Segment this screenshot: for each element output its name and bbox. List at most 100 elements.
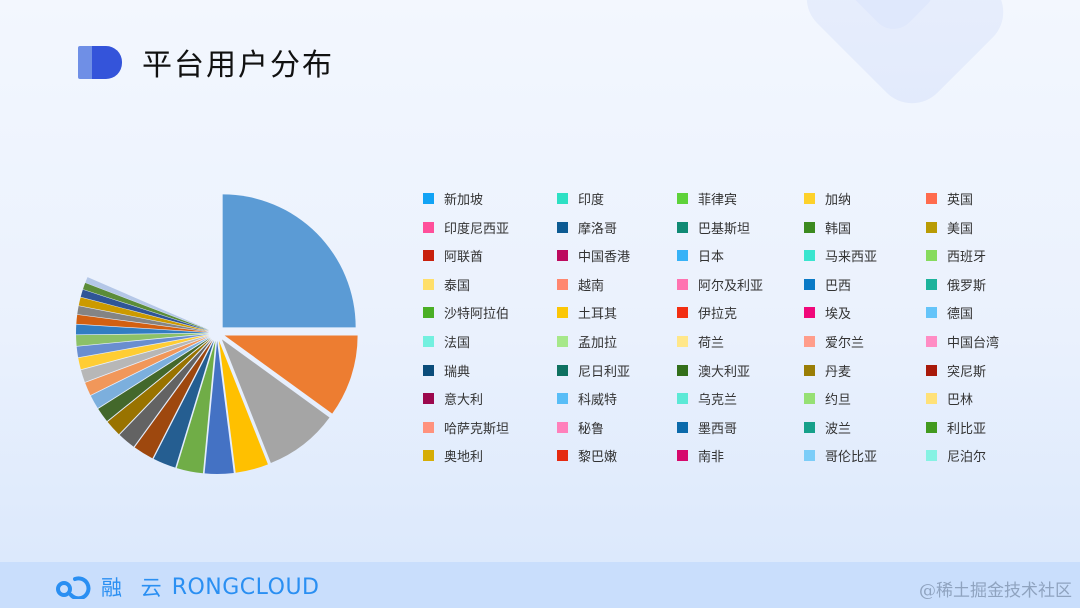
brand-name-cn: 融 云	[101, 576, 168, 600]
pie-slice	[85, 277, 210, 330]
legend-swatch	[557, 278, 568, 290]
legend-swatch	[804, 250, 815, 262]
legend-swatch	[926, 393, 937, 405]
legend-item: 越南	[554, 275, 674, 294]
legend-swatch	[423, 335, 434, 347]
pie-slice	[78, 297, 210, 332]
legend-swatch	[804, 364, 815, 376]
legend-swatch	[423, 221, 434, 233]
legend-item: 美国	[923, 218, 1043, 237]
legend-item: 奥地利	[420, 446, 554, 465]
legend-label: 意大利	[444, 393, 484, 409]
legend-item: 新加坡	[420, 189, 554, 208]
legend-label: 突尼斯	[947, 364, 987, 380]
legend-swatch	[677, 307, 688, 319]
legend-label: 韩国	[825, 221, 852, 237]
legend-label: 澳大利亚	[698, 364, 751, 380]
footer: 融 云 RONGCLOUD @稀土掘金技术社区	[0, 562, 1080, 608]
pie-slice	[221, 339, 330, 463]
pie-slice	[134, 339, 213, 459]
legend-item: 秘鲁	[554, 418, 674, 437]
pie-slice	[119, 339, 212, 447]
legend-swatch	[677, 393, 688, 405]
legend-item: 巴西	[801, 275, 923, 294]
title-logo-icon	[78, 45, 122, 79]
legend-swatch	[926, 278, 937, 290]
legend-item: 印度	[554, 189, 674, 208]
pie-slice	[153, 340, 215, 468]
legend-swatch	[804, 393, 815, 405]
legend-swatch	[423, 393, 434, 405]
legend-item: 日本	[674, 246, 801, 265]
legend-item: 法国	[420, 332, 554, 351]
legend-label: 瑞典	[444, 364, 471, 380]
legend-swatch	[557, 421, 568, 433]
pie-slice	[107, 338, 212, 435]
legend-swatch	[423, 450, 434, 462]
legend-label: 哥伦比亚	[825, 450, 878, 466]
pie-slice	[80, 289, 210, 331]
legend-item: 伊拉克	[674, 303, 801, 322]
legend-swatch	[423, 307, 434, 319]
legend-item: 埃及	[801, 303, 923, 322]
legend-label: 马来西亚	[825, 250, 878, 266]
legend-swatch	[926, 250, 937, 262]
legend-label: 阿联酋	[444, 250, 484, 266]
legend-item: 哥伦比亚	[801, 446, 923, 465]
pie-slice	[76, 334, 210, 358]
pie-slice	[85, 336, 210, 396]
pie-slice	[176, 340, 216, 474]
legend-swatch	[557, 335, 568, 347]
legend-swatch	[804, 307, 815, 319]
page-title: 平台用户分布	[142, 48, 334, 83]
legend-swatch	[804, 421, 815, 433]
rongcloud-logo-icon	[55, 575, 93, 601]
legend-item: 瑞典	[420, 361, 554, 380]
legend-label: 法国	[444, 335, 471, 351]
legend-swatch	[804, 193, 815, 204]
legend-label: 巴基斯坦	[698, 221, 751, 237]
legend-swatch	[926, 193, 937, 204]
legend-swatch	[926, 421, 937, 433]
legend-item: 哈萨克斯坦	[420, 418, 554, 437]
legend-swatch	[677, 364, 688, 376]
legend-label: 南非	[698, 450, 725, 466]
legend-swatch	[423, 421, 434, 433]
brand-name-en: RONGCLOUD	[171, 574, 320, 600]
legend-swatch	[677, 221, 688, 233]
legend-swatch	[926, 307, 937, 319]
legend-item: 韩国	[801, 218, 923, 237]
legend-label: 中国台湾	[947, 335, 1000, 351]
legend-item: 乌克兰	[674, 389, 801, 408]
legend-swatch	[804, 221, 815, 233]
legend-label: 爱尔兰	[825, 335, 865, 351]
legend-item: 印度尼西亚	[420, 218, 554, 237]
legend-swatch	[677, 421, 688, 433]
legend-item: 英国	[923, 189, 1043, 208]
legend-swatch	[804, 335, 815, 347]
legend-item: 阿尔及利亚	[674, 275, 801, 294]
legend-label: 波兰	[825, 421, 852, 437]
legend-label: 中国香港	[578, 250, 631, 266]
legend-item: 墨西哥	[674, 418, 801, 437]
legend-swatch	[423, 250, 434, 262]
legend-item: 约旦	[801, 389, 923, 408]
legend-swatch	[677, 450, 688, 462]
legend-swatch	[557, 307, 568, 319]
legend-label: 菲律宾	[698, 193, 738, 208]
legend-label: 阿尔及利亚	[698, 278, 764, 294]
legend-label: 美国	[947, 221, 974, 237]
pie-slice	[218, 340, 268, 473]
legend-item: 加纳	[801, 189, 923, 208]
legend-label: 摩洛哥	[578, 221, 618, 237]
legend-swatch	[557, 221, 568, 233]
legend-label: 德国	[947, 307, 974, 323]
legend-item: 科威特	[554, 389, 674, 408]
legend-item: 摩洛哥	[554, 218, 674, 237]
legend-item: 巴基斯坦	[674, 218, 801, 237]
legend-item: 巴林	[923, 389, 1043, 408]
legend-swatch	[423, 364, 434, 376]
legend-label: 印度	[578, 193, 605, 208]
legend-label: 尼日利亚	[578, 364, 631, 380]
legend-label: 秘鲁	[578, 421, 605, 437]
